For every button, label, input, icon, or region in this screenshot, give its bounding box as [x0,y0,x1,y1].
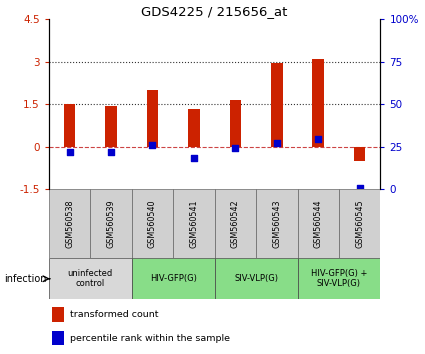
Point [315,136,322,142]
Text: GSM560540: GSM560540 [148,200,157,248]
Point [273,140,280,145]
Text: GSM560544: GSM560544 [314,200,323,248]
Text: SIV-VLP(G): SIV-VLP(G) [234,274,278,283]
Bar [339,189,380,258]
Text: transformed count: transformed count [71,310,159,319]
Bar [298,189,339,258]
Bar [173,189,215,258]
Bar [132,258,215,299]
Text: infection: infection [4,274,47,284]
Bar [256,189,298,258]
Point [356,185,363,191]
Text: GSM560542: GSM560542 [231,200,240,248]
Text: GSM560543: GSM560543 [272,200,281,248]
Bar [215,189,256,258]
Text: HIV-GFP(G) +
SIV-VLP(G): HIV-GFP(G) + SIV-VLP(G) [311,269,367,289]
Point [66,149,73,155]
Bar [132,189,173,258]
Text: GSM560545: GSM560545 [355,200,364,248]
Text: GSM560541: GSM560541 [190,200,198,248]
Bar [230,100,241,147]
Bar [298,258,380,299]
Bar [271,63,283,147]
Point [149,142,156,148]
Bar [52,307,64,322]
Text: GSM560538: GSM560538 [65,200,74,248]
Title: GDS4225 / 215656_at: GDS4225 / 215656_at [142,5,288,18]
Bar [147,90,158,147]
Bar [312,59,324,147]
Bar [52,331,64,346]
Bar [105,106,117,147]
Bar [215,258,298,299]
Bar [49,258,132,299]
Point [190,155,197,160]
Text: GSM560539: GSM560539 [107,200,116,248]
Bar [49,189,90,258]
Text: uninfected
control: uninfected control [68,269,113,289]
Bar [354,147,366,161]
Text: percentile rank within the sample: percentile rank within the sample [71,333,230,343]
Bar [188,109,200,147]
Point [232,145,239,151]
Text: HIV-GFP(G): HIV-GFP(G) [150,274,197,283]
Point [108,149,114,155]
Bar [64,104,75,147]
Bar [90,189,132,258]
